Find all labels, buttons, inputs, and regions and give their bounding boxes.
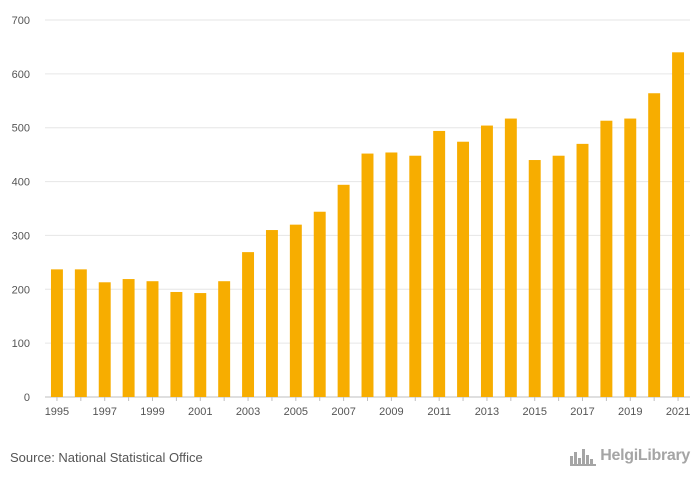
x-tick-label: 2021 xyxy=(666,406,690,418)
x-tick-label: 2009 xyxy=(379,406,403,418)
bar-2018[interactable] xyxy=(600,120,613,397)
x-tick-label: 1995 xyxy=(45,406,69,418)
x-tick-label: 2007 xyxy=(331,406,355,418)
bar-1999[interactable] xyxy=(146,281,159,397)
x-tick-label: 2013 xyxy=(475,406,499,418)
y-tick-label: 200 xyxy=(12,284,30,296)
helgilibrary-logo[interactable]: HelgiLibrary xyxy=(570,446,690,466)
y-tick-label: 100 xyxy=(12,338,30,350)
x-tick-label: 2003 xyxy=(236,406,260,418)
y-tick-label: 700 xyxy=(12,15,30,27)
city-skyline-icon xyxy=(570,449,597,466)
footer: Source: National Statistical Office Helg… xyxy=(0,440,700,483)
bar-chart: 0 100 200 300 400 500 600 700 1995 1997 1999 2001 2… xyxy=(12,15,691,418)
bar-2006[interactable] xyxy=(313,211,326,397)
bar-2001[interactable] xyxy=(194,293,207,397)
x-tick-label: 2011 xyxy=(427,406,451,418)
bar-2021[interactable] xyxy=(672,52,685,398)
bars xyxy=(50,52,685,398)
bar-2003[interactable] xyxy=(242,252,255,397)
bar-2014[interactable] xyxy=(504,118,517,398)
x-tick-label: 1997 xyxy=(92,406,116,418)
bar-2009[interactable] xyxy=(385,152,398,397)
bar-2002[interactable] xyxy=(218,281,231,397)
bar-2008[interactable] xyxy=(361,153,374,397)
bar-1997[interactable] xyxy=(98,282,111,397)
bar-2019[interactable] xyxy=(624,118,637,398)
x-tick-label: 2019 xyxy=(618,406,642,418)
bar-2012[interactable] xyxy=(457,141,470,397)
y-axis: 0 100 200 300 400 500 600 700 xyxy=(12,15,30,404)
y-tick-label: 400 xyxy=(12,177,30,189)
bar-2017[interactable] xyxy=(576,143,589,397)
x-tick-label: 2017 xyxy=(570,406,594,418)
bar-2004[interactable] xyxy=(265,230,278,397)
bar-1995[interactable] xyxy=(50,269,63,397)
y-tick-label: 500 xyxy=(12,123,30,135)
bar-2011[interactable] xyxy=(433,130,446,397)
bar-2007[interactable] xyxy=(337,184,350,397)
x-tick-label: 2005 xyxy=(284,406,308,418)
bar-2020[interactable] xyxy=(648,93,661,397)
bar-2010[interactable] xyxy=(409,155,422,397)
bar-2005[interactable] xyxy=(289,224,302,397)
bar-1996[interactable] xyxy=(74,269,87,397)
bar-2016[interactable] xyxy=(552,155,565,397)
source-note: Source: National Statistical Office xyxy=(10,450,203,465)
bar-2015[interactable] xyxy=(528,160,541,397)
logo-text: HelgiLibrary xyxy=(600,447,690,464)
x-tick-label: 2015 xyxy=(522,406,546,418)
y-tick-label: 300 xyxy=(12,230,30,242)
x-tick-label: 2001 xyxy=(188,406,212,418)
bar-2013[interactable] xyxy=(480,125,493,397)
x-tick-label: 1999 xyxy=(140,406,164,418)
y-tick-label: 0 xyxy=(24,392,30,404)
bar-2000[interactable] xyxy=(170,291,183,397)
y-tick-label: 600 xyxy=(12,69,30,81)
bar-1998[interactable] xyxy=(122,279,135,397)
x-axis: 1995 1997 1999 2001 2003 2005 2007 2009 2011 2013… xyxy=(45,397,690,418)
